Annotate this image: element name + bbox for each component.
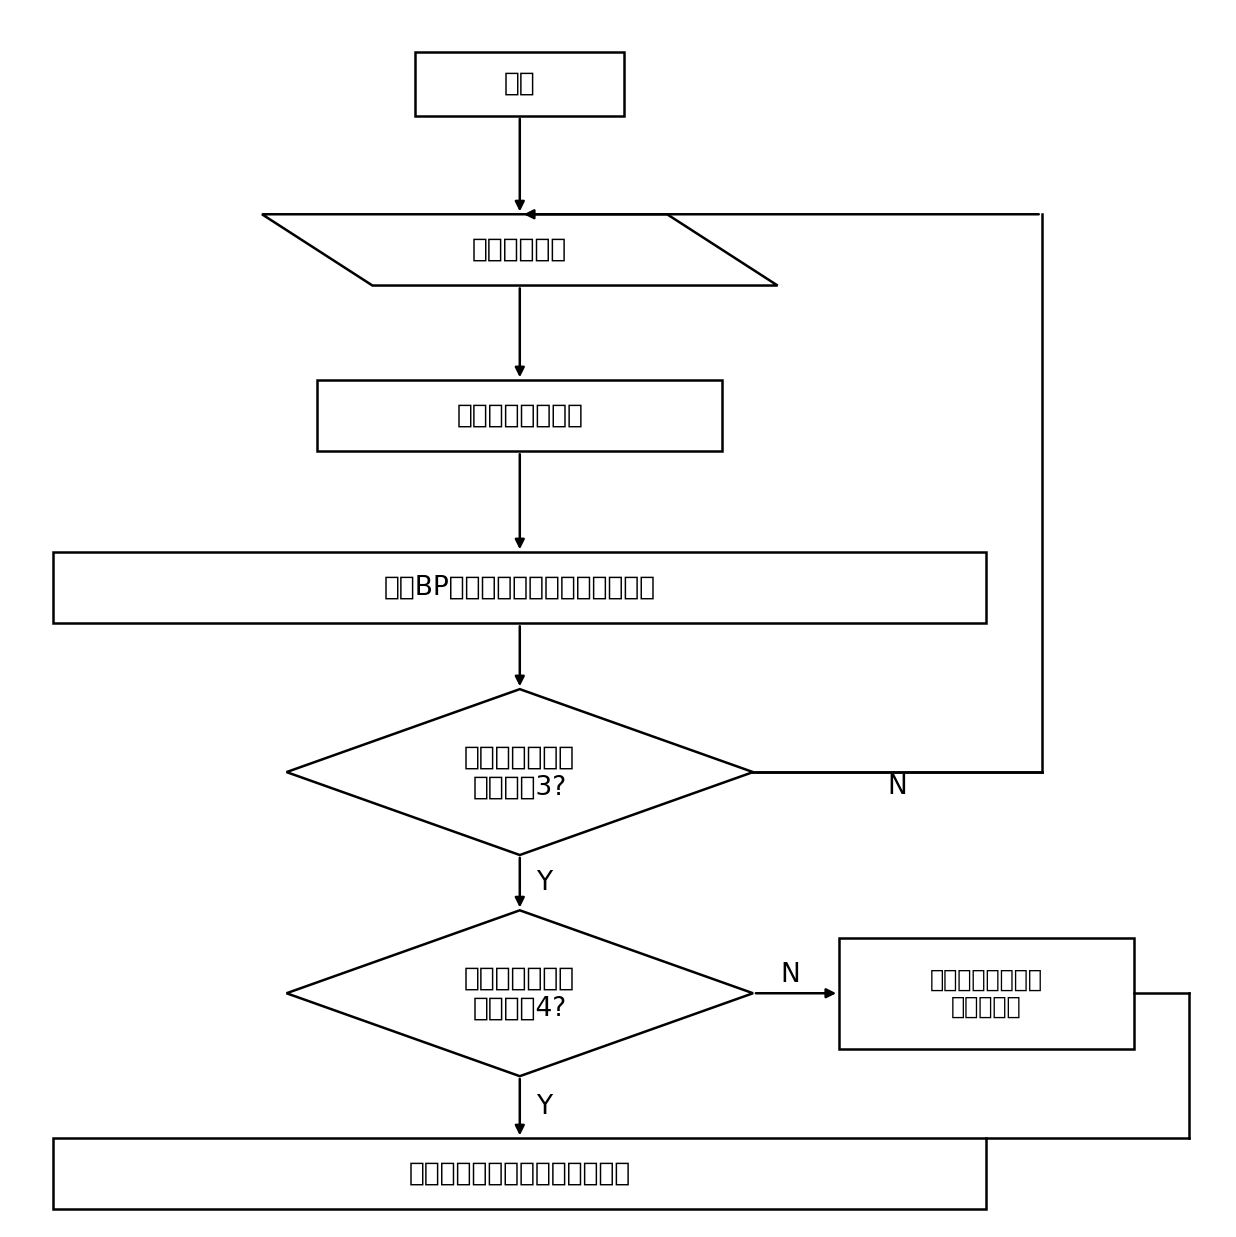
FancyBboxPatch shape bbox=[53, 1138, 986, 1210]
Polygon shape bbox=[287, 689, 753, 855]
Text: 实时交通数据: 实时交通数据 bbox=[472, 238, 567, 263]
Text: 综合评价指标计算: 综合评价指标计算 bbox=[456, 403, 583, 429]
Text: Y: Y bbox=[535, 870, 551, 896]
Text: Y: Y bbox=[535, 1095, 551, 1121]
FancyBboxPatch shape bbox=[318, 380, 722, 452]
FancyBboxPatch shape bbox=[415, 52, 624, 116]
Text: 开始: 开始 bbox=[504, 71, 535, 96]
Text: 利用BP神经网络判定交叉口运行状况: 利用BP神经网络判定交叉口运行状况 bbox=[383, 575, 656, 601]
Text: 交叉口运行状况
等级大于4?: 交叉口运行状况 等级大于4? bbox=[465, 965, 575, 1022]
FancyBboxPatch shape bbox=[53, 552, 986, 623]
Text: 综合评价指标最小
为优化目标: 综合评价指标最小 为优化目标 bbox=[929, 967, 1043, 1019]
FancyBboxPatch shape bbox=[839, 938, 1133, 1049]
Text: N: N bbox=[780, 962, 800, 988]
Polygon shape bbox=[287, 910, 753, 1076]
Polygon shape bbox=[262, 214, 777, 286]
Text: N: N bbox=[887, 774, 907, 800]
Text: 交叉口排队长度最小为优化目标: 交叉口排队长度最小为优化目标 bbox=[409, 1160, 630, 1186]
Text: 交叉口运行状况
等级大于3?: 交叉口运行状况 等级大于3? bbox=[465, 745, 575, 800]
